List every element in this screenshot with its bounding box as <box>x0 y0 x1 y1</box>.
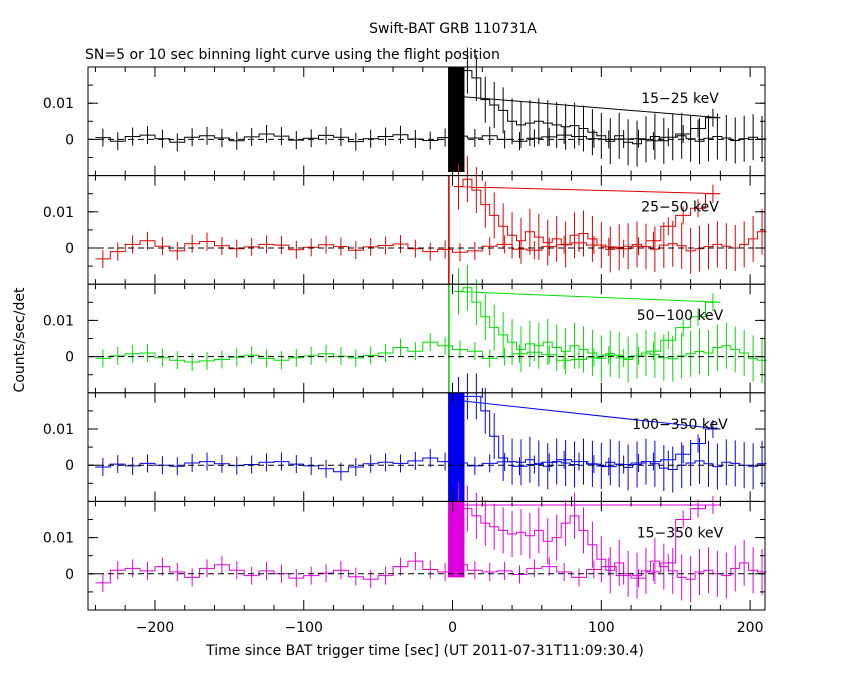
series-line-3 <box>95 287 767 363</box>
panel-1: 0 0.01 15−25 keV <box>43 47 767 177</box>
chart-title: Swift-BAT GRB 110731A <box>369 21 537 37</box>
burst-spike <box>448 175 450 285</box>
y-tick-label: 0 <box>65 458 74 474</box>
y-tick-label: 0 <box>65 567 74 583</box>
burst-spike <box>448 392 465 502</box>
x-tick-label: 100 <box>588 620 615 636</box>
panel-energy-label: 50−100 keV <box>637 308 724 324</box>
burst-spike <box>448 501 465 578</box>
y-tick-label: 0.01 <box>43 96 74 112</box>
y-tick-label: 0 <box>65 132 74 148</box>
x-axis-label: Time since BAT trigger time [sec] (UT 20… <box>205 643 644 659</box>
panel-energy-label: 15−350 keV <box>637 525 724 541</box>
y-tick-label: 0.01 <box>43 422 74 438</box>
series-line-4 <box>95 395 767 473</box>
series-line-1 <box>95 70 767 145</box>
panel-3: 0 0.01 50−100 keV <box>43 264 767 394</box>
x-tick-label: −200 <box>136 620 174 636</box>
panel-energy-label: 15−25 keV <box>641 91 719 107</box>
panel-energy-label: 25−50 keV <box>641 200 719 216</box>
chart-subtitle: SN=5 or 10 sec binning light curve using… <box>85 47 500 63</box>
panel-4: 0 0.01 100−350 keV <box>43 373 767 502</box>
series-line-2 <box>95 178 767 260</box>
y-tick-label: 0.01 <box>43 531 74 547</box>
panel-2: 0 0.01 25−50 keV <box>43 156 767 285</box>
burst-spike <box>448 67 465 172</box>
series-line-5 <box>95 504 767 584</box>
burst-spike <box>448 284 450 393</box>
x-tick-label: 200 <box>737 620 764 636</box>
x-tick-label: 0 <box>448 620 457 636</box>
panels-group: 0 0.01 15−25 keV 0 0.01 25−50 keV 0 0.01 50−100 … <box>43 47 767 636</box>
panel-energy-label: 100−350 keV <box>632 417 728 433</box>
y-tick-label: 0 <box>65 241 74 257</box>
y-tick-label: 0.01 <box>43 313 74 329</box>
x-tick-label: −100 <box>285 620 323 636</box>
y-tick-label: 0 <box>65 350 74 366</box>
y-tick-label: 0.01 <box>43 205 74 221</box>
y-axis-label: Counts/sec/det <box>12 287 28 392</box>
panel-5: 0 0.01 15−350 keV <box>43 482 767 611</box>
